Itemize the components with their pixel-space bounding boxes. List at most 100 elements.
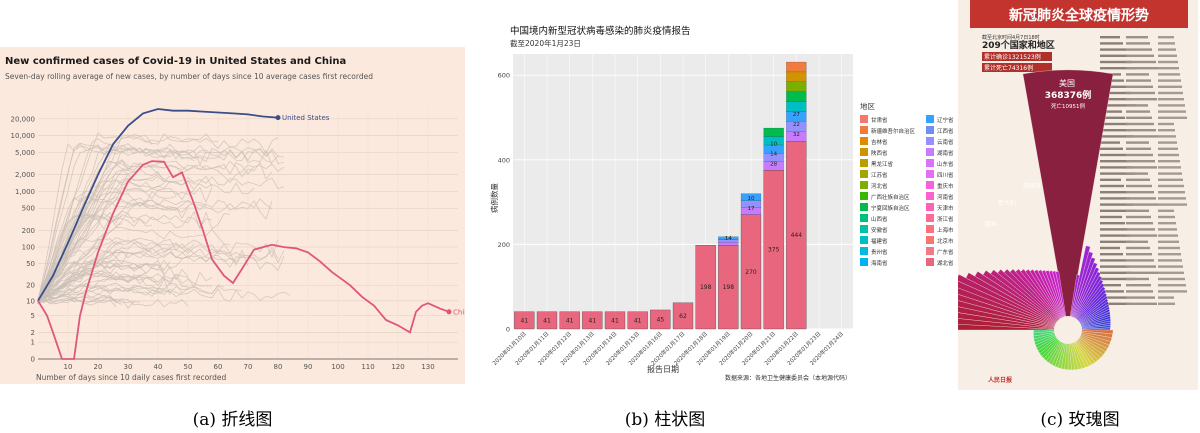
bar-segment-label: 17 (748, 206, 755, 212)
bar-segment-hubei (627, 311, 648, 330)
country-list-line (1100, 240, 1134, 243)
country-list-line (1158, 85, 1182, 88)
legend-swatch (860, 225, 868, 233)
legend-swatch (926, 214, 934, 222)
legend-swatch (926, 170, 934, 178)
country-list-line (1126, 209, 1149, 212)
bar-value-label: 198 (700, 284, 712, 291)
rose-second-label: 西班牙 (1023, 182, 1041, 190)
bar-value-label: 375 (768, 247, 780, 254)
rose-center (1054, 316, 1082, 344)
background-country-line (37, 240, 123, 301)
series-line-united-states (37, 108, 279, 302)
country-list-line (1100, 184, 1124, 188)
bar-segment-other (786, 61, 807, 73)
country-list-line (1158, 253, 1181, 256)
background-country-line (37, 237, 195, 299)
country-list-line (1158, 228, 1177, 231)
bar-chart-panel: 中国境内新型冠状病毒感染的肺炎疫情报告 截至2020年1月23日 0 200 400… (485, 18, 855, 388)
legend-swatch (926, 137, 934, 145)
country-list-line (1100, 228, 1128, 231)
country-list-line (1100, 122, 1128, 126)
line-chart-svg: New confirmed cases of Covid-19 in Unite… (5, 56, 473, 382)
rose-petal (1029, 269, 1069, 331)
rose-petal (1067, 279, 1104, 331)
country-list-line (1100, 271, 1132, 274)
bar-segment-hubei (650, 309, 671, 330)
country-list-line (1158, 265, 1183, 268)
country-list-line (1126, 122, 1154, 126)
legend-label: 吉林省 (871, 138, 888, 146)
bar-value-label: 45 (657, 316, 665, 323)
y-tick-label: 0 (506, 326, 510, 334)
bar-chart-ylabel: 病例数量 (489, 183, 499, 213)
country-list-line (1100, 253, 1123, 256)
rose-title: 新冠肺炎全球疫情形势 (1009, 7, 1149, 24)
country-list-line (1100, 290, 1124, 293)
country-list-line (1158, 259, 1182, 262)
country-list-line (1158, 36, 1174, 39)
country-list-line (1158, 141, 1177, 144)
legend-swatch (926, 181, 934, 189)
rose-sub-1: 209个国家和地区 (982, 39, 1055, 51)
background-country-line (37, 226, 231, 299)
country-list-line (1158, 54, 1177, 57)
country-list-line (1158, 234, 1178, 237)
rose-petal (1067, 275, 1103, 331)
rose-petal (1020, 268, 1069, 331)
background-country-line (38, 284, 183, 303)
legend-swatch (860, 236, 868, 244)
rose-petal (1041, 269, 1069, 331)
background-country-line (37, 168, 171, 300)
bar-chart-source: 数据来源：各地卫生健康委员会（本地源代码） (725, 374, 851, 382)
y-tick-label: 2,000 (15, 171, 35, 179)
bar-segment-hubei (536, 311, 558, 330)
background-country-line (37, 296, 141, 305)
legend-swatch (926, 159, 934, 167)
background-country-line (37, 145, 285, 300)
rose-highlight-value: 368376例 (1045, 89, 1092, 101)
country-list-line (1100, 222, 1125, 225)
legend-label: 四川省 (937, 171, 954, 179)
bar-value-label: 41 (543, 317, 551, 324)
country-list-line (1100, 178, 1121, 181)
line-chart-xlabel: Number of days since 10 daily cases firs… (36, 373, 226, 382)
country-list-line (1126, 191, 1154, 194)
bar-segment-hubei (763, 170, 784, 330)
country-list-line (1126, 184, 1152, 188)
background-country-line (37, 250, 285, 303)
country-list-line (1100, 98, 1133, 101)
x-tick-label: 120 (391, 363, 404, 371)
country-list-line (1158, 73, 1180, 76)
country-list-line (1100, 234, 1131, 237)
background-country-line (37, 195, 177, 303)
country-list-line (1126, 228, 1155, 231)
country-list-line (1100, 91, 1130, 95)
country-list-line (1126, 302, 1157, 305)
country-list-line (1100, 42, 1123, 45)
legend-label: 陕西省 (871, 149, 888, 157)
legend-label: 海南省 (871, 259, 888, 267)
legend-label: 贵州省 (871, 248, 888, 256)
series-label: China (453, 308, 465, 316)
country-list-line (1126, 98, 1157, 101)
country-list-line (1100, 265, 1129, 268)
legend-swatch (860, 258, 868, 266)
line-chart-title: New confirmed cases of Covid-19 in Unite… (5, 56, 346, 67)
country-list-line (1126, 60, 1156, 64)
country-list-line (1158, 48, 1176, 51)
country-list-line (1100, 129, 1131, 132)
legend-swatch (860, 247, 868, 255)
country-list-line (1158, 172, 1182, 175)
country-list-line (1158, 116, 1187, 119)
country-list-line (1126, 296, 1155, 299)
bar-segment-other (718, 236, 739, 240)
bar-chart-bars: 41 41 41 41 41 41 45 62 198 198 14 270 17 10 375 28 14 10… (514, 61, 807, 330)
legend-swatch (860, 115, 868, 123)
background-country-line (37, 147, 279, 300)
country-list-line (1126, 197, 1156, 200)
legend-swatch (926, 258, 934, 266)
country-list-line (1126, 147, 1151, 150)
bar-segment-label: 14 (770, 151, 777, 157)
background-country-line (37, 134, 153, 304)
